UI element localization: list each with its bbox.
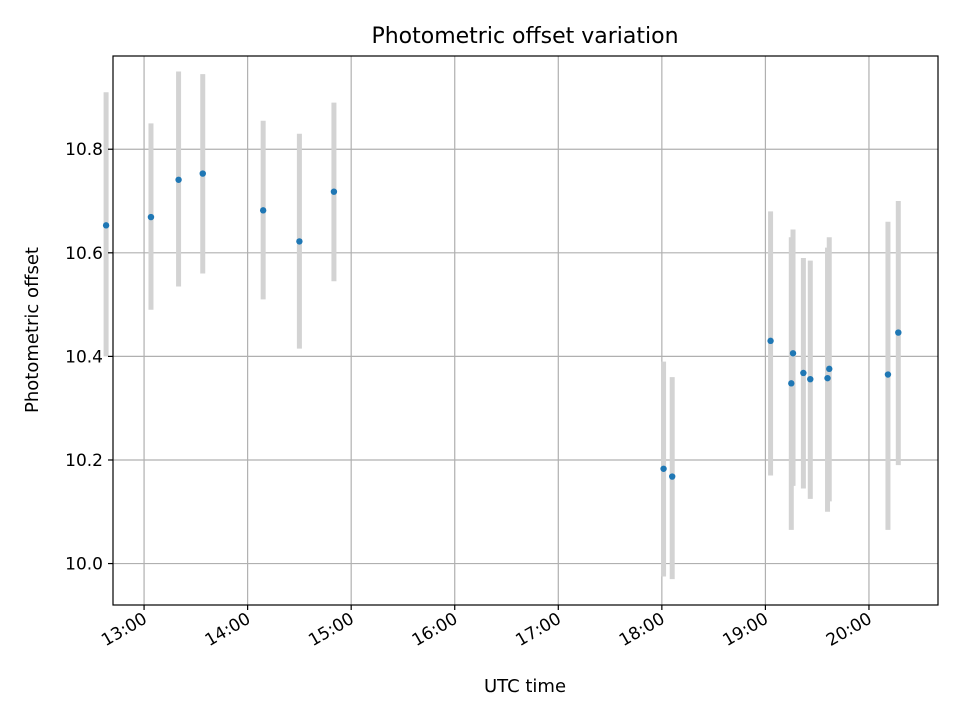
data-point [296, 238, 303, 245]
data-point [199, 170, 206, 177]
x-tick-label: 20:00 [823, 609, 875, 651]
data-point [147, 213, 155, 221]
data-point [884, 371, 892, 378]
point-layer [102, 170, 902, 480]
data-point [789, 350, 797, 357]
y-tick-label: 10.4 [65, 347, 103, 367]
x-tick-label: 19:00 [719, 609, 771, 651]
x-axis-label: UTC time [484, 676, 566, 697]
x-tick-label: 14:00 [202, 609, 254, 651]
data-point [895, 329, 902, 336]
y-axis-label: Photometric offset [22, 247, 43, 413]
data-point [102, 222, 110, 229]
x-tick-label: 17:00 [512, 609, 564, 651]
y-axis-ticks: 10.0 10.2 10.4 10.6 10.8 [65, 140, 113, 575]
x-tick-label: 15:00 [305, 609, 357, 651]
plot-area-frame [112, 55, 939, 606]
grid-layer [113, 56, 938, 605]
x-tick-label: 18:00 [616, 609, 668, 651]
x-tick-label: 16:00 [409, 609, 461, 651]
data-point [800, 369, 807, 377]
data-point [175, 176, 182, 183]
data-point [807, 375, 814, 383]
y-tick-label: 10.6 [65, 244, 103, 264]
data-point [330, 188, 338, 195]
x-tick-label: 13:00 [98, 609, 150, 651]
data-point [669, 473, 676, 480]
x-axis-ticks: 13:00 14:00 15:00 16:00 17:00 18:00 19:00 20:00 [98, 605, 875, 651]
data-point [824, 374, 831, 382]
error-bar-layer [103, 71, 901, 580]
y-tick-label: 10.0 [65, 555, 103, 575]
data-point [826, 365, 833, 373]
y-tick-label: 10.8 [65, 140, 103, 160]
data-point [767, 337, 774, 345]
y-tick-label: 10.2 [65, 451, 103, 471]
data-point [788, 380, 795, 387]
data-point [660, 465, 667, 472]
chart-title: Photometric offset variation [371, 24, 678, 49]
data-point [259, 207, 267, 214]
